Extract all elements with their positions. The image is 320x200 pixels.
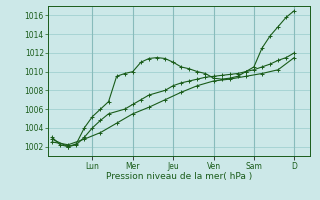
X-axis label: Pression niveau de la mer( hPa ): Pression niveau de la mer( hPa ) xyxy=(106,172,252,181)
